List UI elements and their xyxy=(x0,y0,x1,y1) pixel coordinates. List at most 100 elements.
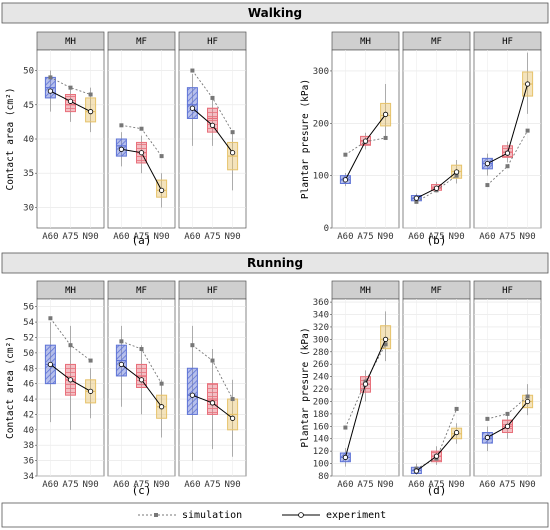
simulation-point xyxy=(525,128,530,133)
x-tick-label: A60 xyxy=(184,480,200,490)
simulation-point xyxy=(88,92,93,97)
panel-tag: (d) xyxy=(427,484,447,497)
experiment-point xyxy=(118,146,125,152)
facet-label: MF xyxy=(431,286,442,296)
simulation-point xyxy=(119,123,124,128)
y-tick-label: 44 xyxy=(23,395,34,405)
panel-b: Plantar presure (kPa) 0 100 200 300 MH A60 A75 N… xyxy=(300,31,542,247)
simulation-line xyxy=(344,344,386,428)
experiment-point xyxy=(362,381,369,387)
section-title-running: Running xyxy=(247,256,303,270)
y-tick-label: 240 xyxy=(313,373,329,383)
simulation-point xyxy=(159,381,164,386)
facet-hf: HF A60 A75 N90 xyxy=(178,280,247,490)
x-tick-label: A75 xyxy=(428,232,444,242)
x-tick-label: A60 xyxy=(42,232,58,242)
y-tick-label: 160 xyxy=(313,422,329,432)
experiment-point xyxy=(382,111,389,117)
x-tick-label: A75 xyxy=(204,480,220,490)
x-tick-label: N90 xyxy=(82,232,98,242)
facet-mh: MH A60 A75 N90 xyxy=(331,31,400,242)
simulation-point xyxy=(485,183,490,188)
simulation-point xyxy=(454,173,459,178)
x-tick-label: N90 xyxy=(377,232,393,242)
experiment-point xyxy=(453,429,460,436)
y-tick-label: 140 xyxy=(313,435,329,445)
x-tick-label: A60 xyxy=(479,480,495,490)
experiment-point xyxy=(413,468,419,474)
facet-label: MH xyxy=(360,286,371,296)
y-tick-label: 300 xyxy=(313,67,329,77)
experiment-point xyxy=(433,185,440,191)
experiment-point xyxy=(230,150,236,156)
y-axis-label: Contact area (cm²) xyxy=(5,88,16,191)
experiment-point xyxy=(67,98,74,104)
y-tick-label: 54 xyxy=(23,318,34,328)
y-tick-label: 45 xyxy=(23,101,34,111)
section-title-walking: Walking xyxy=(248,6,302,20)
simulation-point xyxy=(525,394,530,399)
simulation-point xyxy=(190,68,195,73)
y-tick-label: 56 xyxy=(23,303,34,313)
experiment-point xyxy=(189,105,195,111)
simulation-point xyxy=(343,152,348,157)
simulation-point xyxy=(230,130,235,135)
legend-simulation-label: simulation xyxy=(182,510,242,521)
section-band-running: Running xyxy=(1,252,549,274)
y-tick-label: 100 xyxy=(313,172,329,182)
x-tick-label: N90 xyxy=(153,232,169,242)
y-tick-label: 34 xyxy=(23,472,34,482)
panel-tag: (a) xyxy=(132,234,152,247)
experiment-point xyxy=(159,187,165,193)
x-tick-label: N90 xyxy=(377,480,393,490)
x-tick-label: N90 xyxy=(448,480,464,490)
box-a75 xyxy=(207,97,218,146)
x-tick-label: A75 xyxy=(204,232,220,242)
y-tick-label: 35 xyxy=(23,169,34,179)
simulation-line xyxy=(487,130,528,186)
x-tick-label: A75 xyxy=(357,232,373,242)
y-tick-label: 50 xyxy=(23,349,34,359)
x-tick-label: A75 xyxy=(133,480,149,490)
facet-label: HF xyxy=(502,286,513,296)
simulation-point xyxy=(210,95,215,100)
simulation-point xyxy=(454,406,459,411)
x-tick-label: A60 xyxy=(337,480,353,490)
panel-tag: (c) xyxy=(132,484,152,497)
y-tick-label: 360 xyxy=(313,298,329,308)
y-axis-label: Plantar presure (kPa) xyxy=(300,79,311,199)
simulation-point xyxy=(48,316,53,321)
y-tick-label: 52 xyxy=(23,333,34,343)
facet-label: MF xyxy=(431,37,442,47)
experiment-point xyxy=(138,150,145,156)
y-tick-label: 0 xyxy=(324,224,329,234)
y-tick-label: 42 xyxy=(23,410,34,420)
y-tick-label: 180 xyxy=(313,410,329,420)
x-tick-label: A60 xyxy=(408,232,424,242)
y-tick-label: 300 xyxy=(313,335,329,345)
simulation-line xyxy=(345,137,386,156)
x-tick-label: A60 xyxy=(113,480,129,490)
simulation-point xyxy=(190,343,195,348)
y-tick-label: 200 xyxy=(313,397,329,407)
experiment-point xyxy=(88,388,94,394)
experiment-point xyxy=(382,336,389,342)
x-tick-label: A60 xyxy=(184,232,200,242)
y-tick-label: 38 xyxy=(23,441,34,451)
x-tick-label: N90 xyxy=(519,232,535,242)
legend-experiment-label: experiment xyxy=(326,510,386,521)
y-tick-label: 40 xyxy=(23,426,34,436)
simulation-point xyxy=(139,347,144,352)
facet-mf: MF A60 A75 N90 xyxy=(107,280,176,490)
experiment-point xyxy=(524,81,531,87)
x-tick-label: N90 xyxy=(224,232,240,242)
box-a75 xyxy=(207,349,218,450)
simulation-point xyxy=(230,397,235,402)
simulation-point xyxy=(505,411,510,416)
facet-hf: HF A60 A75 N90 xyxy=(178,31,247,242)
x-tick-label: A75 xyxy=(62,232,78,242)
legend-simulation-marker xyxy=(154,513,158,517)
experiment-point xyxy=(88,109,94,115)
experiment-point xyxy=(433,453,440,459)
